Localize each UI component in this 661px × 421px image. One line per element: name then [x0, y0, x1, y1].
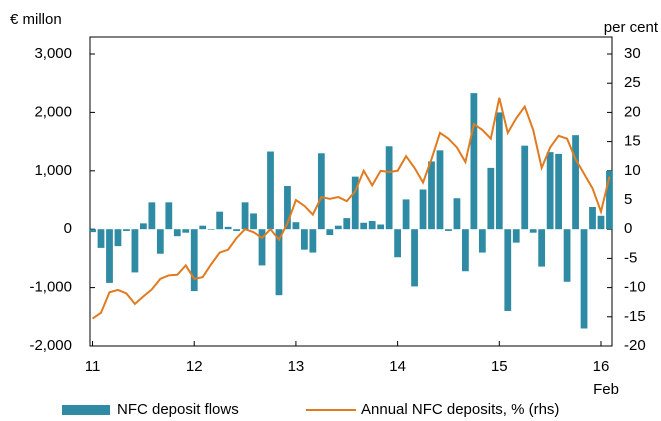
y-axis-label: € millon: [10, 11, 62, 28]
bar: [504, 229, 512, 311]
y2-tick-label: 15: [624, 133, 641, 150]
bar: [224, 226, 232, 230]
legend-label: Annual NFC deposits, % (rhs): [361, 401, 559, 418]
bar: [546, 152, 554, 230]
legend-label: NFC deposit flows: [117, 401, 239, 418]
bar: [470, 93, 478, 230]
bar: [241, 202, 249, 230]
bar: [402, 199, 410, 230]
bar: [216, 211, 224, 230]
bar: [148, 202, 156, 230]
bar: [572, 135, 579, 230]
y2-tick-label: -10: [624, 279, 646, 296]
bar: [478, 229, 486, 253]
y-tick-label: -2,000: [29, 337, 72, 354]
bar: [114, 229, 122, 247]
bar: [97, 229, 105, 248]
bar: [182, 229, 190, 233]
x-tick-label: 15: [491, 358, 508, 375]
bar: [445, 229, 452, 231]
bar: [436, 150, 444, 230]
bar: [368, 221, 376, 230]
bar: [258, 229, 266, 266]
bar: [165, 202, 173, 230]
bar: [301, 229, 308, 250]
bar: [419, 189, 427, 230]
bar: [199, 225, 207, 230]
bar: [267, 151, 274, 230]
bar: [411, 229, 418, 287]
bar: [385, 146, 393, 230]
bar: [351, 176, 359, 230]
bar: [326, 229, 334, 236]
bar: [360, 222, 368, 230]
y2-tick-label: -15: [624, 308, 646, 325]
y2-tick-label: -20: [624, 337, 646, 354]
x-tick-label: 16: [593, 358, 610, 375]
bar: [529, 229, 537, 233]
bar: [106, 229, 113, 283]
bar: [275, 229, 283, 296]
legend-swatch: [62, 405, 110, 415]
y2-tick-label: 20: [624, 103, 641, 120]
bar: [190, 229, 198, 292]
x-tick-label: 11: [85, 358, 101, 375]
bar: [207, 229, 215, 230]
bar: [563, 229, 571, 282]
bar: [250, 213, 257, 230]
y2-tick-label: -5: [624, 249, 637, 266]
line: [91, 97, 611, 320]
x-tick-label: 13: [288, 358, 305, 375]
y2-axis-label: per cent: [604, 19, 659, 36]
bar: [309, 229, 317, 253]
bar: [521, 145, 529, 230]
y2-tick-label: 30: [624, 45, 641, 62]
x-tick-label: 14: [389, 358, 406, 375]
bar: [555, 153, 563, 230]
bar: [139, 223, 147, 230]
bar: [580, 229, 588, 329]
bar: [233, 229, 240, 231]
y-tick-label: 2,000: [34, 103, 72, 120]
bar: [334, 225, 342, 230]
bar: [292, 222, 300, 230]
bar: [317, 153, 325, 230]
bar: [123, 229, 130, 231]
bar: [156, 229, 164, 254]
bar: [597, 215, 605, 230]
y-tick-label: 3,000: [34, 45, 72, 62]
y-tick-label: 1,000: [34, 162, 72, 179]
x-tick-label: 12: [186, 358, 203, 375]
y2-tick-label: 0: [624, 220, 632, 237]
bar: [512, 229, 520, 243]
y2-tick-label: 10: [624, 162, 641, 179]
y2-tick-label: 5: [624, 191, 632, 208]
bar: [377, 224, 385, 230]
bar: [606, 170, 613, 230]
bar: [453, 198, 461, 230]
bar: [173, 229, 181, 237]
x-note: Feb: [593, 381, 619, 398]
y-tick-label: -1,000: [29, 279, 72, 296]
y-tick-label: 0: [64, 220, 72, 237]
plot-frame: [89, 36, 613, 347]
bar: [487, 167, 495, 230]
bar: [284, 185, 291, 230]
bar: [462, 229, 469, 272]
bar: [394, 229, 401, 258]
bar: [428, 161, 435, 230]
bar: [343, 218, 351, 230]
bar: [538, 229, 546, 267]
bar: [89, 229, 96, 233]
bar: [131, 229, 139, 273]
bar: [495, 112, 503, 230]
bar: [589, 207, 596, 230]
y2-tick-label: 25: [624, 74, 641, 91]
